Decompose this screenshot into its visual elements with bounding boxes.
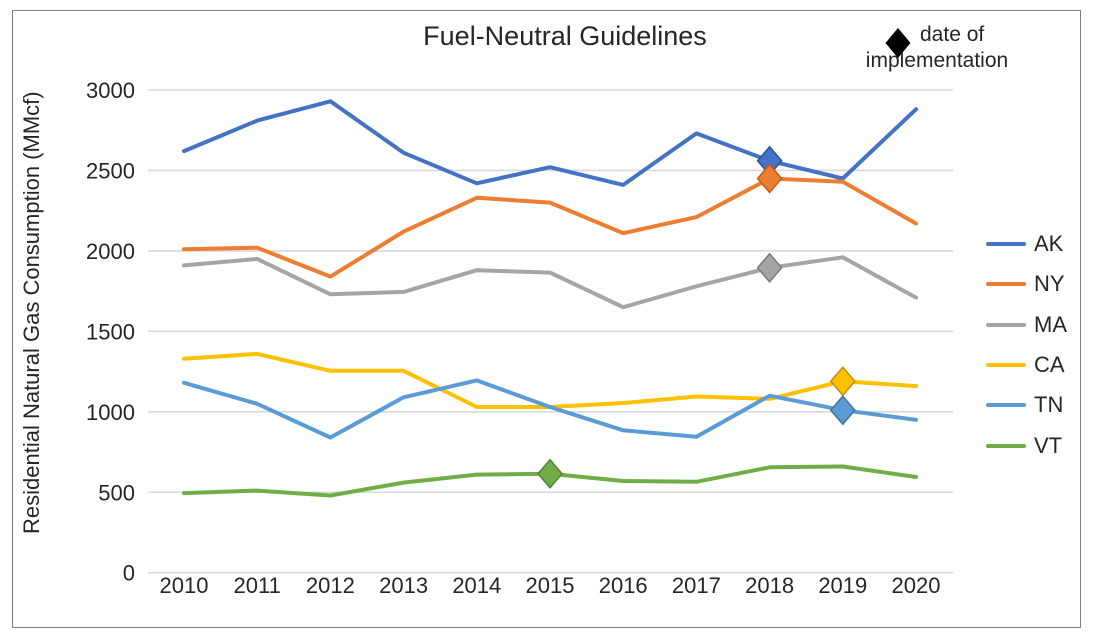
x-tick-label: 2012 <box>306 573 355 598</box>
y-tick-label: 2000 <box>86 239 135 264</box>
implementation-note-line2: implementation <box>865 49 1009 72</box>
legend-item-CA: CA <box>986 351 1065 379</box>
series-line-NY <box>182 176 918 279</box>
y-tick-label: 2500 <box>86 158 135 183</box>
x-tick-label: 2010 <box>160 573 209 598</box>
legend-item-NY: NY <box>986 270 1065 298</box>
x-tick-label: 2020 <box>892 573 941 598</box>
x-tick-label: 2014 <box>452 573 501 598</box>
series-line-AK <box>182 99 918 187</box>
series-line-TN <box>182 378 918 440</box>
y-tick-label: 0 <box>123 561 135 586</box>
x-tick-label: 2013 <box>379 573 428 598</box>
series-line-MA <box>182 255 918 310</box>
implementation-marker-NY <box>756 163 783 194</box>
legend-label: MA <box>1034 311 1067 337</box>
implementation-marker-VT <box>537 458 563 489</box>
x-tick-label: 2019 <box>818 573 867 598</box>
chart-border <box>12 10 1081 628</box>
x-tick-label: 2016 <box>599 573 648 598</box>
chart-title: Fuel-Neutral Guidelines <box>423 21 707 51</box>
legend-label: CA <box>1034 351 1065 377</box>
legend-swatch-AK <box>986 242 1026 246</box>
x-tick-label: 2017 <box>672 573 721 598</box>
implementation-marker-TN <box>829 395 856 426</box>
legend-swatch-NY <box>986 282 1026 287</box>
implementation-note-line1: date of <box>920 23 985 46</box>
y-tick-label: 3000 <box>86 78 135 103</box>
implementation-diamond-icon <box>885 28 911 58</box>
legend-swatch-TN <box>986 403 1026 408</box>
legend-item-VT: VT <box>986 432 1062 460</box>
legend-item-MA: MA <box>986 311 1067 339</box>
legend-label: VT <box>1034 432 1063 458</box>
legend-label: AK <box>1034 231 1064 256</box>
legend-item-TN: TN <box>986 391 1063 419</box>
y-tick-label: 500 <box>98 480 135 505</box>
x-tick-label: 2018 <box>745 573 794 598</box>
series-line-CA <box>182 351 918 409</box>
legend-label: TN <box>1034 392 1064 418</box>
y-tick-label: 1500 <box>86 319 135 344</box>
x-tick-label: 2011 <box>234 573 281 598</box>
implementation-marker-CA <box>829 366 856 397</box>
legend-label: NY <box>1034 271 1065 297</box>
y-tick-label: 1000 <box>86 400 135 425</box>
legend-swatch-CA <box>986 362 1026 367</box>
x-tick-label: 2015 <box>526 573 575 598</box>
legend-item-AK: AK <box>986 230 1063 258</box>
implementation-marker-MA <box>756 252 783 283</box>
legend-swatch-MA <box>986 322 1026 327</box>
legend-swatch-VT <box>986 443 1026 448</box>
